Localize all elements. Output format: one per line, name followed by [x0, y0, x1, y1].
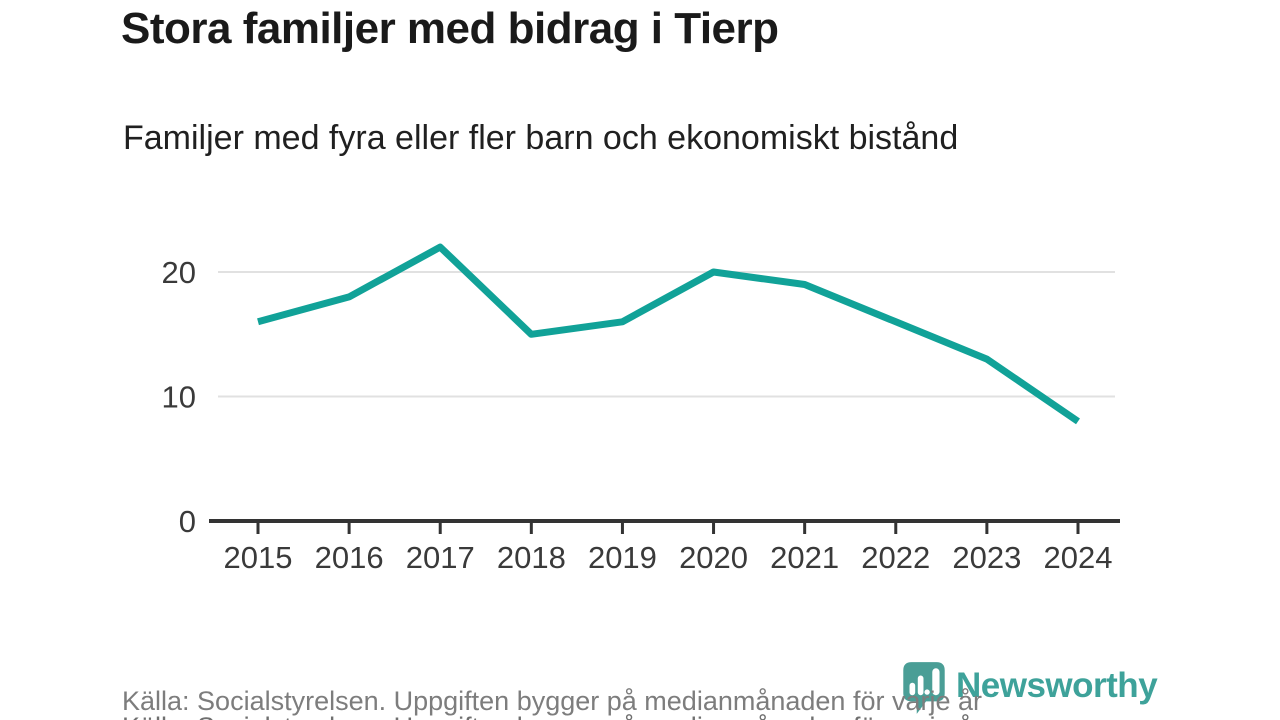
x-axis-label: 2024: [1044, 540, 1113, 575]
x-axis-label: 2016: [315, 540, 384, 575]
x-axis-label: 2017: [406, 540, 475, 575]
x-axis-label: 2019: [588, 540, 657, 575]
data-series-line: [257, 243, 1080, 425]
clipped-text-edge: Källa: Socialstyrelsen. Uppgiften bygger…: [122, 712, 982, 720]
x-axis-label: 2015: [224, 540, 293, 575]
x-axis-label: 2022: [861, 540, 930, 575]
y-axis-label: 20: [162, 255, 196, 290]
x-axis-label: 2018: [497, 540, 566, 575]
page-title: Stora familjer med bidrag i Tierp: [121, 4, 779, 53]
source-note: Källa: Socialstyrelsen. Uppgiften bygger…: [122, 686, 982, 716]
x-axis-label: 2020: [679, 540, 748, 575]
x-axis-label: 2023: [952, 540, 1021, 575]
x-axis-label: 2021: [770, 540, 839, 575]
y-axis-label: 10: [162, 380, 196, 415]
newsworthy-speech-bubble-barchart-icon: [903, 662, 945, 714]
newsworthy-wordmark: Newsworthy: [956, 666, 1158, 705]
newsworthy-logo: Newsworthy: [901, 660, 1158, 718]
y-axis-label: 0: [179, 504, 196, 539]
chart-subtitle: Familjer med fyra eller fler barn och ek…: [123, 119, 959, 157]
